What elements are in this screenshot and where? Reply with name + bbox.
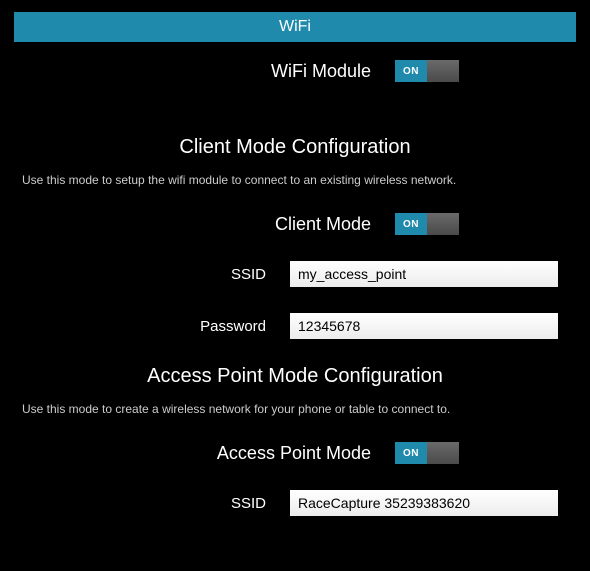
wifi-module-row: WiFi Module ON xyxy=(0,60,590,82)
ap-ssid-row: SSID xyxy=(0,490,590,516)
client-mode-row: Client Mode ON xyxy=(0,213,590,235)
page-header: WiFi xyxy=(14,12,576,42)
ap-mode-label: Access Point Mode xyxy=(0,443,395,464)
client-ssid-label: SSID xyxy=(0,266,290,283)
client-password-row: Password xyxy=(0,313,590,339)
ap-ssid-label: SSID xyxy=(0,495,290,512)
wifi-module-label: WiFi Module xyxy=(0,61,395,82)
toggle-knob xyxy=(427,442,459,464)
client-mode-section-title: Client Mode Configuration xyxy=(0,136,590,159)
toggle-on-indicator: ON xyxy=(395,442,427,464)
toggle-on-indicator: ON xyxy=(395,60,427,82)
client-mode-description: Use this mode to setup the wifi module t… xyxy=(0,173,590,187)
ap-mode-section-title: Access Point Mode Configuration xyxy=(0,365,590,388)
wifi-module-toggle[interactable]: ON xyxy=(395,60,459,82)
ap-mode-toggle[interactable]: ON xyxy=(395,442,459,464)
client-ssid-row: SSID xyxy=(0,261,590,287)
ap-ssid-input[interactable] xyxy=(290,490,558,516)
toggle-on-indicator: ON xyxy=(395,213,427,235)
toggle-knob xyxy=(427,213,459,235)
client-mode-toggle[interactable]: ON xyxy=(395,213,459,235)
ap-mode-row: Access Point Mode ON xyxy=(0,442,590,464)
client-mode-label: Client Mode xyxy=(0,214,395,235)
ap-mode-description: Use this mode to create a wireless netwo… xyxy=(0,402,590,416)
client-ssid-input[interactable] xyxy=(290,261,558,287)
toggle-knob xyxy=(427,60,459,82)
client-password-input[interactable] xyxy=(290,313,558,339)
client-password-label: Password xyxy=(0,318,290,335)
